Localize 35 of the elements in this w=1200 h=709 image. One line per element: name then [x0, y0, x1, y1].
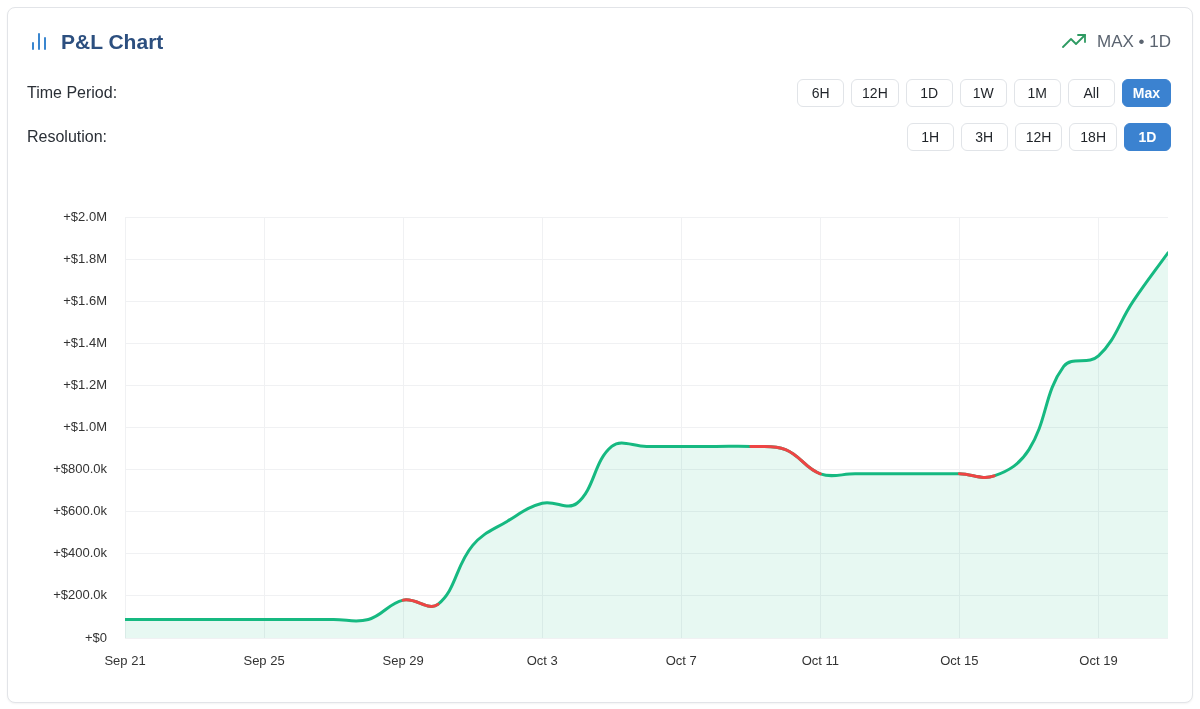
resolution-button[interactable]: 18H	[1069, 123, 1117, 151]
y-tick-label: +$1.4M	[63, 334, 107, 350]
y-tick-label: +$200.0k	[53, 587, 108, 603]
resolution-button[interactable]: 1D	[1124, 123, 1171, 151]
y-tick-label: +$600.0k	[53, 503, 108, 519]
y-tick-label: +$1.8M	[63, 250, 107, 266]
resolution-button[interactable]: 12H	[1014, 123, 1063, 151]
y-tick-label: +$1.6M	[63, 292, 107, 308]
period-button[interactable]: 6H	[797, 79, 845, 107]
period-button[interactable]: 1M	[1013, 79, 1061, 107]
y-tick-label: +$2.0M	[63, 208, 107, 224]
resolution-button[interactable]: 3H	[960, 123, 1008, 151]
period-button[interactable]: 12H	[851, 79, 899, 107]
x-tick-label: Oct 3	[526, 653, 558, 669]
x-tick-label: Sep 29	[382, 653, 424, 669]
period-button[interactable]: All	[1067, 79, 1115, 107]
x-tick-label: Sep 21	[104, 653, 146, 669]
x-tick-label: Oct 15	[940, 653, 979, 669]
period-button[interactable]: Max	[1121, 79, 1171, 107]
text: Resolution:	[27, 128, 109, 146]
y-tick-label: +$800.0k	[53, 461, 108, 477]
resolution-button[interactable]: 1H	[906, 123, 954, 151]
x-tick-label: Oct 11	[801, 653, 840, 669]
chart-subtitle: MAX • 1D	[1097, 31, 1171, 53]
y-tick-label: +$400.0k	[53, 545, 108, 561]
period-button[interactable]: 1D	[905, 79, 953, 107]
period-button[interactable]: 1W	[959, 79, 1007, 107]
y-tick-label: +$0	[84, 629, 107, 645]
text: Time Period:	[27, 84, 119, 102]
chart-title: P&L Chart	[61, 29, 164, 55]
x-tick-label: Oct 19	[1079, 653, 1118, 669]
x-tick-label: Sep 25	[243, 653, 285, 669]
y-tick-label: +$1.0M	[63, 419, 107, 435]
x-tick-label: Oct 7	[665, 653, 697, 669]
y-tick-label: +$1.2M	[63, 376, 107, 392]
